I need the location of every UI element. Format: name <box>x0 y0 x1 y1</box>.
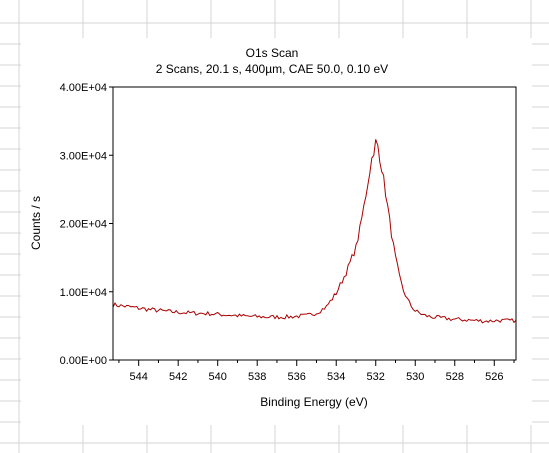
chart-subtitle: 2 Scans, 20.1 s, 400µm, CAE 50.0, 0.10 e… <box>156 62 388 76</box>
x-tick-label: 526 <box>485 371 503 383</box>
y-tick-label: 4.00E+04 <box>60 82 107 94</box>
y-tick-label: 0.00E+00 <box>60 355 107 367</box>
x-tick-label: 528 <box>446 371 464 383</box>
x-tick-label: 532 <box>367 371 385 383</box>
y-axis-ticks: 0.00E+00 1.00E+04 2.00E+04 3.00E+04 4.00E+04 <box>60 82 113 367</box>
x-tick-label: 534 <box>327 371 345 383</box>
series-line <box>112 139 517 324</box>
x-tick-label: 536 <box>288 371 306 383</box>
chart-title: O1s Scan <box>246 46 299 60</box>
x-tick-label: 540 <box>209 371 227 383</box>
y-tick-label: 3.00E+04 <box>60 150 107 162</box>
plot-frame <box>112 86 517 361</box>
y-tick-label: 2.00E+04 <box>60 219 107 231</box>
x-axis-ticks: 544 542 540 538 536 534 532 530 528 526 <box>118 360 515 383</box>
y-axis-label: Counts / s <box>29 196 43 250</box>
x-tick-label: 538 <box>248 371 266 383</box>
x-tick-label: 542 <box>169 371 187 383</box>
x-tick-label: 544 <box>130 371 148 383</box>
y-tick-label: 1.00E+04 <box>60 287 107 299</box>
x-tick-label: 530 <box>406 371 424 383</box>
x-axis-label: Binding Energy (eV) <box>260 395 367 409</box>
